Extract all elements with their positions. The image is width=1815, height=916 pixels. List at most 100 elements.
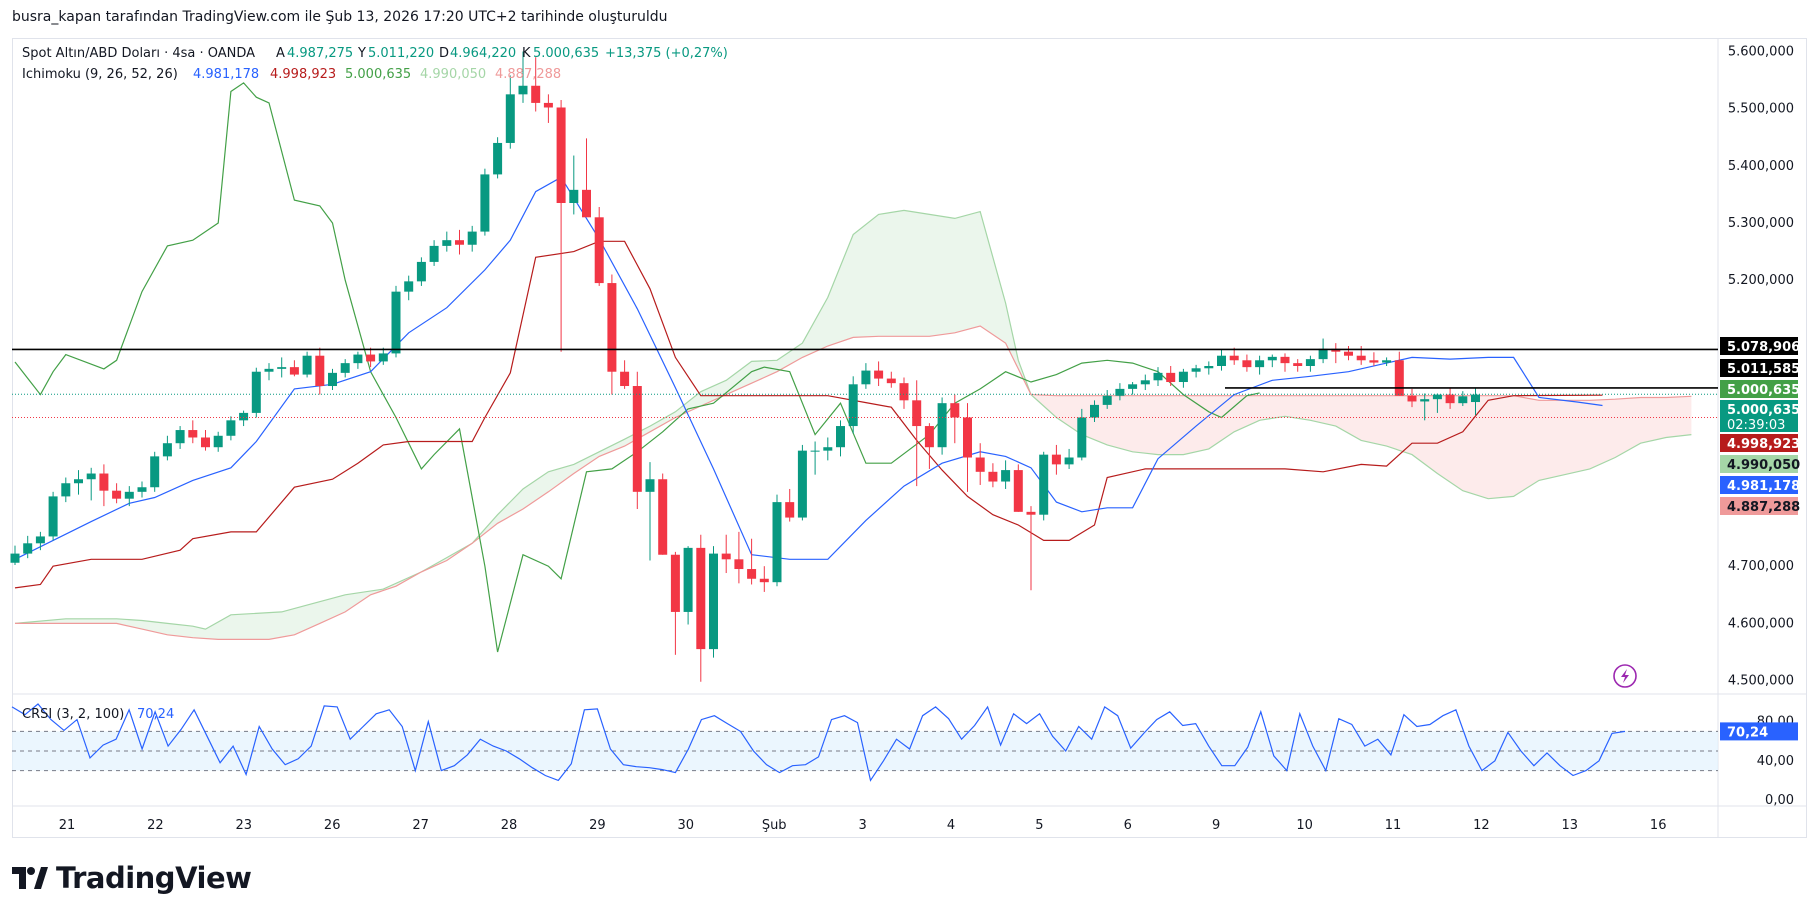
ichimoku-chikou-value: 5.000,635 <box>345 67 411 82</box>
price-tick-label: 5.400,000 <box>1728 159 1794 174</box>
candle-41 <box>531 57 541 112</box>
price-label: 4.990,050 <box>1727 458 1800 473</box>
candle-body <box>1255 360 1265 368</box>
price-label: 5.078,906 <box>1727 340 1800 355</box>
low-value: 4.964,220 <box>450 46 516 61</box>
candle-58 <box>747 538 757 585</box>
candle-7 <box>99 464 109 507</box>
candle-21 <box>277 357 287 378</box>
candle-body <box>607 283 617 372</box>
price-label-box <box>1720 359 1798 377</box>
time-tick-label: 6 <box>1124 818 1132 833</box>
candle-0 <box>10 545 20 566</box>
candle-body <box>1166 372 1176 383</box>
candle-body <box>404 281 414 292</box>
candle-79 <box>1013 464 1023 512</box>
candle-3 <box>48 491 58 541</box>
candle-body <box>1077 417 1087 458</box>
candle-52 <box>670 551 680 655</box>
price-label-box <box>1720 497 1798 515</box>
price-label: 5.011,585 <box>1727 362 1800 377</box>
candle-body <box>1204 366 1214 369</box>
candle-body <box>1064 457 1074 465</box>
price-label-box <box>1720 380 1798 398</box>
price-tick-label: 5.600,000 <box>1728 44 1794 59</box>
time-tick-label: Şub <box>762 818 787 833</box>
candle-body <box>429 245 439 262</box>
candle-body <box>442 240 452 246</box>
candle-body <box>810 450 820 452</box>
candle-body <box>620 371 630 387</box>
candle-99 <box>1267 354 1277 368</box>
candle-44 <box>569 155 579 215</box>
price-label: 5.000,635 <box>1727 383 1800 398</box>
ichimoku-span-a-line <box>14 209 1692 630</box>
candle-body <box>632 386 642 492</box>
candle-body <box>505 94 515 143</box>
candle-72 <box>924 423 934 469</box>
candle-body <box>1102 395 1112 405</box>
candle-18 <box>239 410 249 427</box>
candle-66 <box>848 376 858 434</box>
candle-body <box>836 426 845 448</box>
candle-19 <box>251 367 261 418</box>
candle-body <box>1293 363 1303 366</box>
candle-45 <box>582 138 591 218</box>
candle-25 <box>328 368 337 391</box>
candle-64 <box>823 437 833 461</box>
candle-body <box>302 355 312 375</box>
candle-96 <box>1229 347 1239 365</box>
candle-82 <box>1051 444 1061 475</box>
close-value: 5.000,635 <box>533 46 599 61</box>
cloud-segment-0 <box>15 210 1031 640</box>
price-label: 4.981,178 <box>1727 479 1800 494</box>
candle-74 <box>950 394 960 444</box>
time-tick-label: 30 <box>678 818 695 833</box>
candle-98 <box>1255 355 1265 375</box>
price-tick-label: 5.200,000 <box>1728 273 1794 288</box>
candle-body <box>74 479 83 484</box>
candle-body <box>150 456 160 488</box>
candle-109 <box>1394 351 1404 396</box>
candle-63 <box>810 441 820 475</box>
candle-body <box>975 457 985 472</box>
candle-body <box>1013 470 1023 512</box>
ichimoku-title: Ichimoku (9, 26, 52, 26) <box>22 67 178 82</box>
crsi-band <box>12 731 1718 771</box>
candle-body <box>886 378 896 384</box>
candle-81 <box>1039 451 1049 521</box>
crsi-tick-label: 40,00 <box>1757 754 1794 769</box>
candle-body <box>264 368 274 372</box>
candle-92 <box>1178 368 1188 388</box>
crsi-value-box <box>1720 722 1798 741</box>
candle-50 <box>645 462 655 561</box>
candle-8 <box>112 483 122 504</box>
candle-112 <box>1432 393 1442 413</box>
candle-94 <box>1204 361 1214 375</box>
candle-59 <box>759 566 769 592</box>
candle-38 <box>493 137 503 179</box>
lightning-icon[interactable] <box>1613 664 1637 688</box>
candle-body <box>124 491 134 499</box>
candle-70 <box>899 377 909 409</box>
candle-31 <box>404 275 414 301</box>
tradingview-wordmark: TradingView <box>56 861 252 895</box>
candle-body <box>861 370 871 385</box>
time-tick-label: 10 <box>1296 818 1313 833</box>
candle-body <box>1128 384 1138 389</box>
candles <box>10 51 1480 682</box>
candle-102 <box>1305 355 1315 372</box>
candle-body <box>315 355 325 387</box>
snapshot-caption: busra_kapan tarafından TradingView.com i… <box>12 9 668 25</box>
candle-body <box>1318 348 1328 360</box>
candle-83 <box>1064 448 1074 469</box>
candle-body <box>1331 348 1341 352</box>
tradingview-logo[interactable]: TradingView <box>12 861 252 895</box>
candle-body <box>670 554 680 612</box>
candle-body <box>99 473 109 491</box>
candle-body <box>543 102 553 108</box>
candle-body <box>1026 511 1036 515</box>
ichimoku-kijun-value: 4.998,923 <box>270 67 336 82</box>
ichimoku-chikou-line <box>14 82 1260 653</box>
